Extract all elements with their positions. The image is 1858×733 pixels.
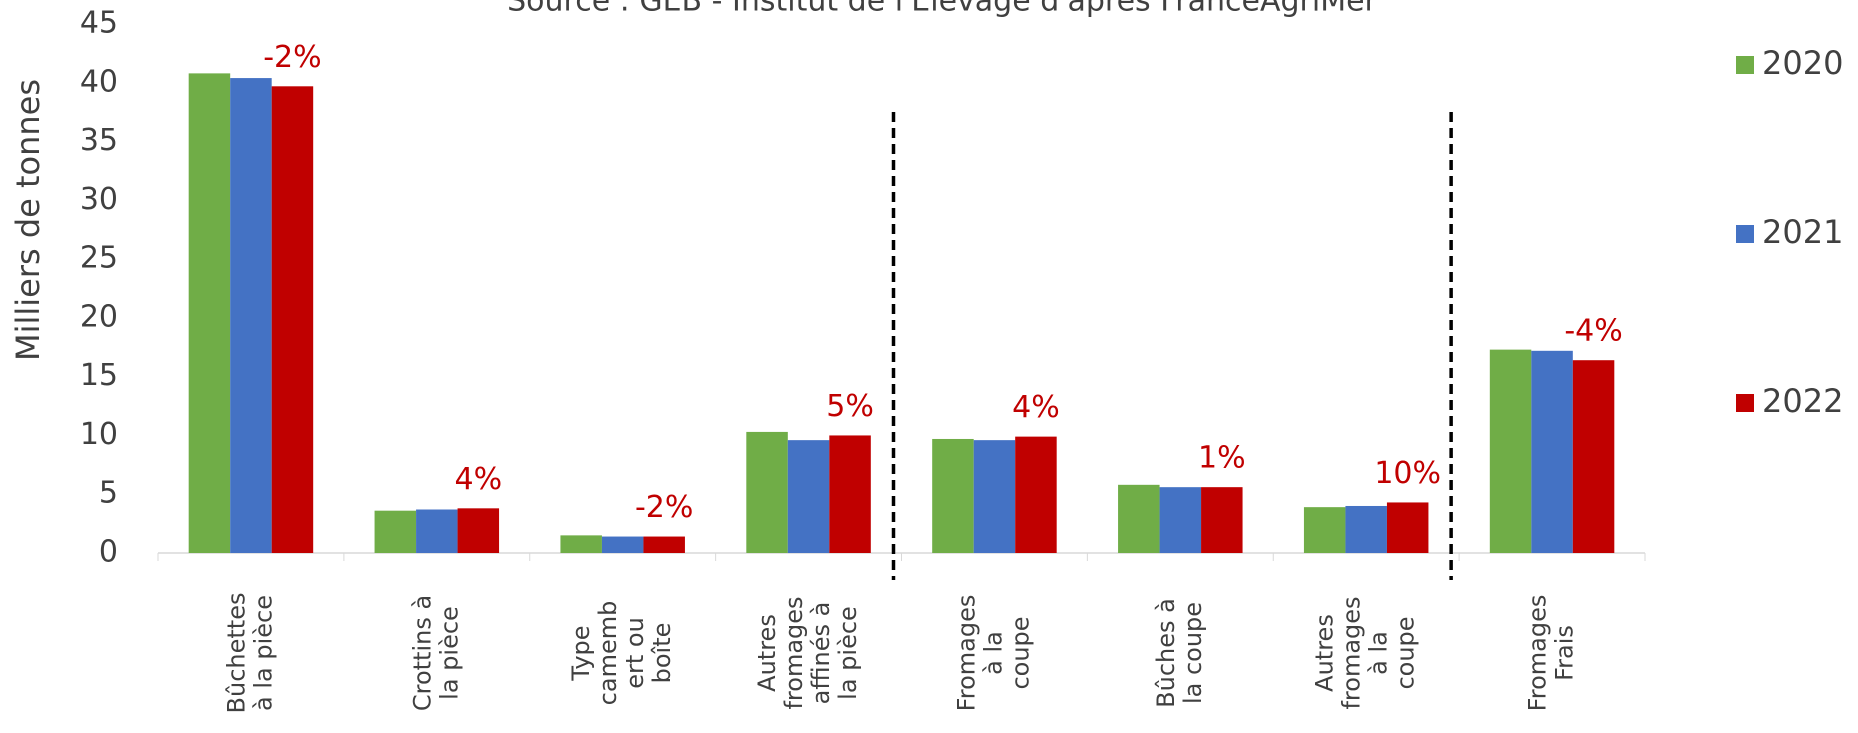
x-tick-label: camemb <box>594 601 622 706</box>
bar <box>932 438 974 553</box>
y-axis-label: Milliers de tonnes <box>9 79 47 361</box>
x-tick-label: Fromages <box>952 595 980 712</box>
bar <box>601 536 644 553</box>
x-tick-label: Bûchettes <box>222 593 250 714</box>
bar <box>643 536 685 553</box>
y-tick-label: 20 <box>80 299 118 334</box>
legend-label: 2021 <box>1762 213 1843 251</box>
y-tick-label: 40 <box>80 64 118 99</box>
bar <box>1386 502 1429 553</box>
x-tick-label: la coupe <box>1179 602 1207 704</box>
x-tick-label: Type <box>567 625 595 681</box>
bar <box>1118 484 1160 553</box>
annotation: -2% <box>263 40 321 75</box>
chart-subtitle: Source : GEB - Institut de l'Elevage d'a… <box>507 0 1377 19</box>
annotation: -2% <box>635 490 693 525</box>
x-tick-label: la pièce <box>435 606 463 700</box>
annotation: 4% <box>1012 390 1060 425</box>
x-tick-label: affinés à <box>807 602 835 705</box>
bar <box>1489 349 1532 553</box>
x-tick-label: à la pièce <box>249 595 277 711</box>
bar <box>1015 436 1057 553</box>
x-tick-label: fromages <box>780 596 808 709</box>
bar <box>787 440 830 553</box>
x-tick-label: à la <box>979 631 1007 675</box>
bar <box>1572 360 1615 553</box>
x-tick-label: boîte <box>648 623 676 684</box>
bar <box>746 431 788 553</box>
bar <box>1531 350 1573 553</box>
x-tick-label: Frais <box>1551 625 1579 681</box>
x-tick-label: fromages <box>1338 596 1366 709</box>
annotation: 4% <box>455 462 503 497</box>
annotation: -4% <box>1564 314 1622 349</box>
bar <box>188 73 231 553</box>
x-tick-label: Autres <box>1311 614 1339 692</box>
y-tick-label: 25 <box>80 241 118 276</box>
x-tick-label: ert ou <box>621 617 649 689</box>
annotation: 10% <box>1374 456 1441 491</box>
bar <box>1159 487 1202 553</box>
bar <box>560 535 602 553</box>
legend-label: 2020 <box>1762 44 1843 82</box>
bar <box>1201 487 1243 553</box>
x-tick-label: Autres <box>753 614 781 692</box>
x-tick-label: Fromages <box>1524 595 1552 712</box>
bar <box>1303 507 1346 553</box>
y-tick-label: 5 <box>99 476 118 511</box>
y-tick-label: 15 <box>80 358 118 393</box>
bar <box>457 508 500 553</box>
legend-label: 2022 <box>1762 382 1843 420</box>
y-tick-label: 10 <box>80 417 118 452</box>
bar <box>973 440 1016 553</box>
x-tick-label: Bûches à <box>1152 598 1180 708</box>
bar <box>416 509 458 553</box>
y-tick-label: 45 <box>80 6 118 41</box>
annotation: 1% <box>1198 441 1246 476</box>
bar <box>230 78 272 553</box>
legend-swatch <box>1736 394 1754 412</box>
x-tick-label: coupe <box>1006 616 1034 689</box>
bar <box>271 86 314 553</box>
x-tick-label: coupe <box>1392 616 1420 689</box>
legend-swatch <box>1736 225 1754 243</box>
bar <box>1345 505 1387 553</box>
annotation: 5% <box>826 389 874 424</box>
y-tick-label: 30 <box>80 182 118 217</box>
x-tick-label: à la <box>1365 631 1393 675</box>
y-tick-label: 35 <box>80 123 118 158</box>
bar <box>374 510 417 553</box>
y-tick-label: 0 <box>99 535 118 570</box>
legend-swatch <box>1736 56 1754 74</box>
x-tick-label: la pièce <box>834 606 862 700</box>
bar <box>829 435 871 553</box>
x-tick-label: Crottins à <box>408 595 436 711</box>
